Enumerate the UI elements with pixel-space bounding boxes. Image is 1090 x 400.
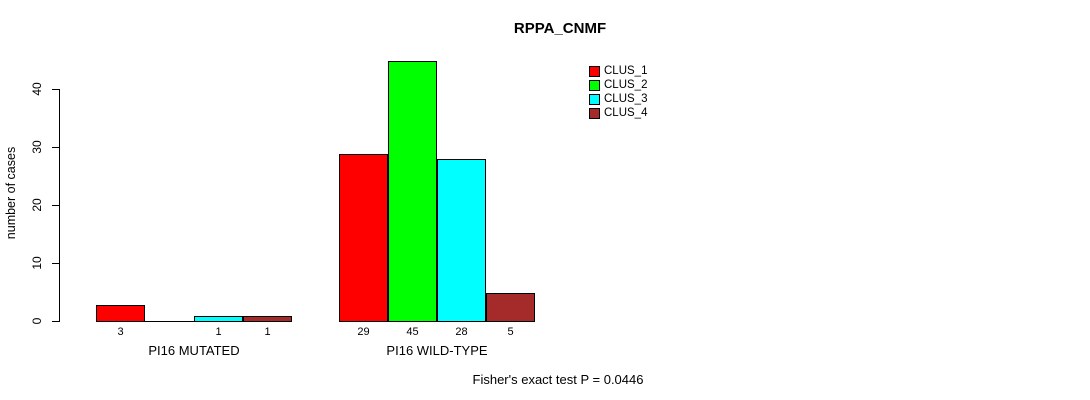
y-axis-tick — [52, 321, 59, 322]
y-axis-tick-label: 40 — [30, 82, 44, 96]
legend-swatch — [589, 66, 600, 77]
bar-value-label: 29 — [357, 326, 370, 338]
chart-title: RPPA_CNMF — [513, 20, 607, 37]
bar-value-label: 5 — [507, 326, 514, 338]
bar-clus_2 — [388, 61, 437, 322]
y-axis-tick — [52, 263, 59, 264]
bar-value-label: 1 — [264, 326, 271, 338]
y-axis-tick — [52, 89, 59, 90]
y-axis-line — [59, 89, 60, 322]
legend-swatch — [589, 80, 600, 91]
legend-label: CLUS_4 — [604, 107, 648, 119]
bar-clus_3 — [194, 316, 243, 322]
y-axis-tick-label: 0 — [30, 317, 44, 325]
legend-swatch — [589, 94, 600, 105]
bar-value-label: 3 — [117, 326, 124, 338]
y-axis-label: number of cases — [4, 146, 18, 240]
bar-clus_1 — [96, 305, 145, 322]
legend-label: CLUS_2 — [604, 79, 648, 91]
legend-item: CLUS_1 — [589, 65, 648, 77]
y-axis-tick-label: 10 — [30, 256, 44, 270]
bar-value-label: 1 — [215, 326, 222, 338]
legend-label: CLUS_3 — [604, 93, 648, 105]
bar-value-label: 28 — [455, 326, 468, 338]
bar-clus_4 — [486, 293, 535, 322]
bar-clus_4 — [243, 316, 292, 322]
legend-item: CLUS_4 — [589, 107, 648, 119]
bar-value-label: 45 — [406, 326, 419, 338]
legend-item: CLUS_3 — [589, 93, 648, 105]
bar-clus_3 — [437, 159, 486, 322]
group-label: PI16 MUTATED — [148, 343, 240, 358]
legend-label: CLUS_1 — [604, 65, 648, 77]
bar-clus_1 — [339, 154, 388, 322]
y-axis-tick-label: 20 — [30, 198, 44, 212]
legend-item: CLUS_2 — [589, 79, 648, 91]
y-axis-tick-label: 30 — [30, 140, 44, 154]
annotation-text: Fisher's exact test P = 0.0446 — [472, 372, 644, 387]
y-axis-tick — [52, 205, 59, 206]
legend-swatch — [589, 108, 600, 119]
group-label: PI16 WILD-TYPE — [386, 343, 488, 358]
y-axis-tick — [52, 147, 59, 148]
